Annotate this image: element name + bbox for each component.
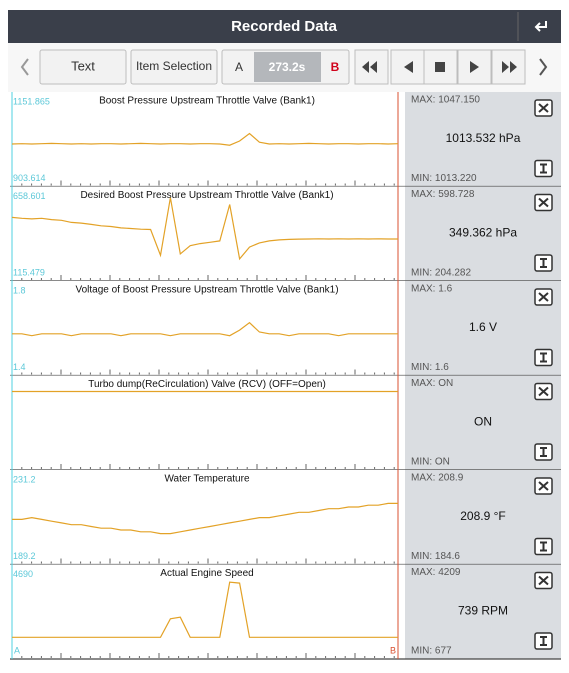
cursor-icon [540, 541, 547, 552]
trace [12, 321, 398, 337]
panel-title: Water Temperature [164, 474, 249, 485]
marker-a: A [14, 645, 20, 655]
y-max-label: 1.8 [13, 285, 26, 295]
max-readout: MAX: 598.728 [411, 189, 475, 200]
chart-area [10, 564, 405, 659]
cursor-icon [540, 636, 547, 646]
trace [12, 581, 398, 638]
chart-area [10, 470, 405, 565]
close-icon [538, 292, 549, 302]
cursor-icon [540, 258, 547, 268]
current-value: 1.6 V [469, 320, 497, 334]
cursor-b[interactable]: B [331, 60, 340, 74]
item-selection-label: Item Selection [136, 59, 212, 73]
close-icon [538, 481, 549, 491]
min-readout: MIN: 677 [411, 646, 452, 657]
max-readout: MAX: 1047.150 [411, 95, 480, 106]
item-selection-button[interactable] [130, 49, 218, 85]
y-min-label: 1.4 [13, 362, 26, 372]
cursor-a[interactable]: A [235, 60, 243, 74]
text-button-label: Text [71, 58, 95, 73]
trace [11, 197, 398, 261]
max-readout: MAX: 4209 [411, 567, 461, 578]
header-bar [8, 10, 561, 43]
play-icon [470, 61, 479, 73]
step-back-icon [404, 61, 413, 73]
min-readout: MIN: 1.6 [411, 362, 449, 373]
panel-title: Boost Pressure Upstream Throttle Valve (… [99, 96, 315, 107]
panel-title: Voltage of Boost Pressure Upstream Throt… [75, 285, 338, 296]
marker-b: B [390, 645, 396, 655]
chart-area [10, 186, 405, 281]
cursor-icon [540, 447, 547, 457]
close-icon [538, 386, 549, 397]
y-min-label: 903.614 [13, 173, 46, 183]
y-max-label: 231.2 [13, 474, 36, 484]
close-icon [538, 103, 549, 113]
y-max-label: 658.601 [13, 191, 46, 201]
y-min-label: 115.479 [13, 267, 45, 277]
chart-area [10, 92, 405, 187]
current-value: ON [474, 415, 492, 429]
panel-title: Desired Boost Pressure Upstream Throttle… [80, 190, 333, 201]
min-readout: MIN: 204.282 [411, 268, 471, 279]
y-min-label: 189.2 [13, 551, 36, 561]
current-value: 739 RPM [458, 604, 508, 618]
panel-title: Turbo dump(ReCirculation) Valve (RCV) (O… [88, 379, 326, 390]
trace [11, 132, 399, 146]
y-max-label: 4690 [13, 569, 33, 579]
cursor-icon [540, 163, 547, 174]
panel-title: Actual Engine Speed [160, 568, 253, 579]
stop-icon [435, 62, 445, 72]
max-readout: MAX: ON [411, 378, 453, 389]
y-max-label: 1151.865 [13, 96, 50, 106]
next-page[interactable] [539, 58, 548, 76]
max-readout: MAX: 1.6 [411, 284, 453, 295]
close-icon [538, 197, 549, 208]
min-readout: MIN: ON [411, 457, 450, 468]
rewind-icon [362, 61, 377, 73]
prev-page[interactable] [20, 58, 29, 76]
text-button[interactable] [39, 49, 127, 85]
current-value: 208.9 °F [460, 509, 506, 523]
current-value: 1013.532 hPa [446, 131, 521, 145]
min-readout: MIN: 184.6 [411, 551, 460, 562]
time-label: 273.2s [269, 60, 306, 74]
header-title: Recorded Data [231, 18, 338, 35]
chart-area [10, 281, 405, 376]
time-box [254, 52, 321, 82]
min-readout: MIN: 1013.220 [411, 173, 477, 184]
max-readout: MAX: 208.9 [411, 473, 464, 484]
trace [12, 502, 398, 535]
current-value: 349.362 hPa [449, 226, 517, 240]
back-button[interactable] [534, 21, 547, 32]
close-icon [538, 575, 549, 586]
forward-icon [502, 61, 517, 73]
cursor-icon [540, 352, 547, 363]
